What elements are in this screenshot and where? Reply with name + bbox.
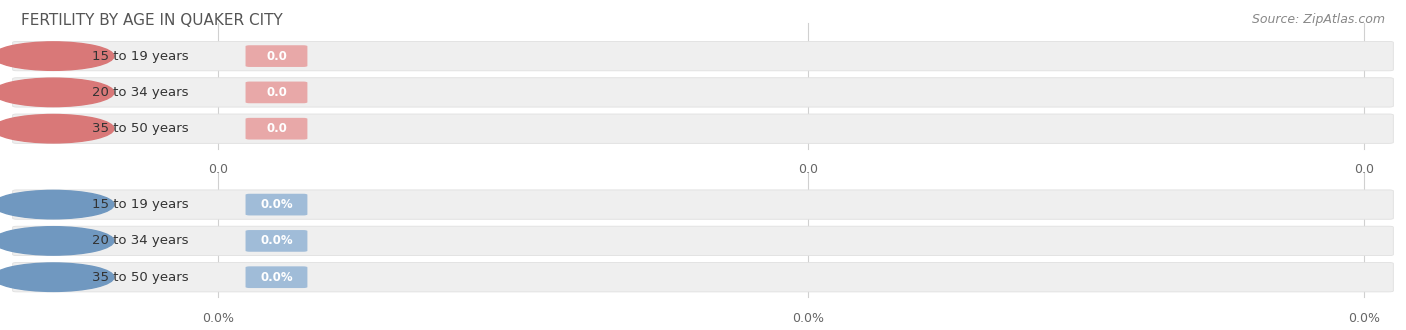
Circle shape xyxy=(0,115,114,143)
FancyBboxPatch shape xyxy=(13,114,1393,143)
Text: 0.0: 0.0 xyxy=(208,163,228,176)
Text: 35 to 50 years: 35 to 50 years xyxy=(93,271,188,284)
FancyBboxPatch shape xyxy=(13,78,1393,107)
Circle shape xyxy=(0,78,114,107)
FancyBboxPatch shape xyxy=(246,266,308,288)
Circle shape xyxy=(0,190,114,219)
FancyBboxPatch shape xyxy=(13,263,1393,292)
Text: 35 to 50 years: 35 to 50 years xyxy=(93,122,188,135)
Text: 0.0%: 0.0% xyxy=(202,312,233,325)
FancyBboxPatch shape xyxy=(246,45,308,67)
Text: Source: ZipAtlas.com: Source: ZipAtlas.com xyxy=(1251,13,1385,26)
Text: 15 to 19 years: 15 to 19 years xyxy=(93,198,188,211)
Text: 15 to 19 years: 15 to 19 years xyxy=(93,50,188,63)
Text: FERTILITY BY AGE IN QUAKER CITY: FERTILITY BY AGE IN QUAKER CITY xyxy=(21,13,283,28)
Text: 0.0%: 0.0% xyxy=(260,198,292,211)
FancyBboxPatch shape xyxy=(13,226,1393,255)
Text: 0.0%: 0.0% xyxy=(793,312,824,325)
Text: 20 to 34 years: 20 to 34 years xyxy=(93,234,188,248)
Text: 0.0: 0.0 xyxy=(1354,163,1374,176)
FancyBboxPatch shape xyxy=(246,118,308,140)
FancyBboxPatch shape xyxy=(246,82,308,103)
FancyBboxPatch shape xyxy=(13,190,1393,219)
Text: 0.0: 0.0 xyxy=(799,163,818,176)
Text: 0.0%: 0.0% xyxy=(260,271,292,284)
FancyBboxPatch shape xyxy=(13,42,1393,71)
Circle shape xyxy=(0,42,114,70)
Text: 20 to 34 years: 20 to 34 years xyxy=(93,86,188,99)
FancyBboxPatch shape xyxy=(246,194,308,215)
Circle shape xyxy=(0,263,114,291)
FancyBboxPatch shape xyxy=(246,230,308,252)
Text: 0.0%: 0.0% xyxy=(1348,312,1379,325)
Text: 0.0: 0.0 xyxy=(266,50,287,63)
Text: 0.0: 0.0 xyxy=(266,86,287,99)
Circle shape xyxy=(0,227,114,255)
Text: 0.0: 0.0 xyxy=(266,122,287,135)
Text: 0.0%: 0.0% xyxy=(260,234,292,248)
